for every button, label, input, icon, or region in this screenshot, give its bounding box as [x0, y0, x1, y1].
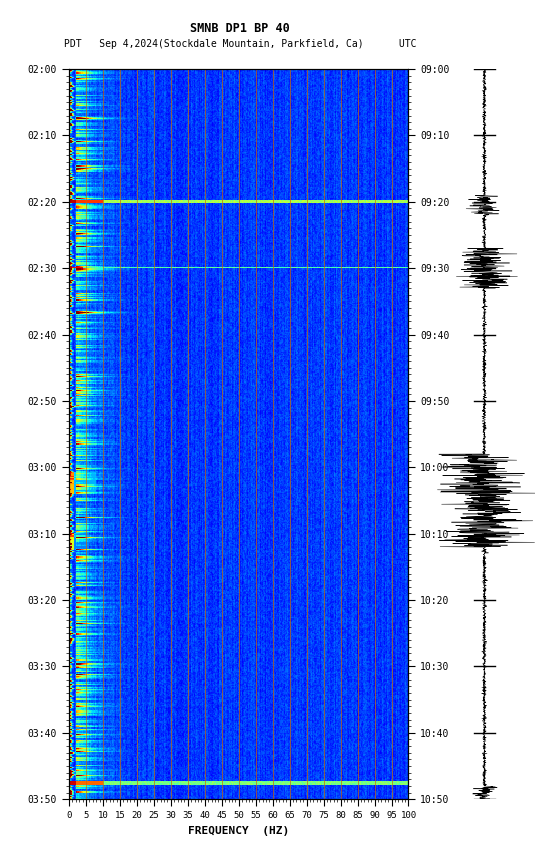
Text: PDT   Sep 4,2024(Stockdale Mountain, Parkfield, Ca)      UTC: PDT Sep 4,2024(Stockdale Mountain, Parkf…: [64, 39, 416, 49]
X-axis label: FREQUENCY  (HZ): FREQUENCY (HZ): [188, 826, 289, 835]
Text: SMNB DP1 BP 40: SMNB DP1 BP 40: [190, 22, 290, 35]
